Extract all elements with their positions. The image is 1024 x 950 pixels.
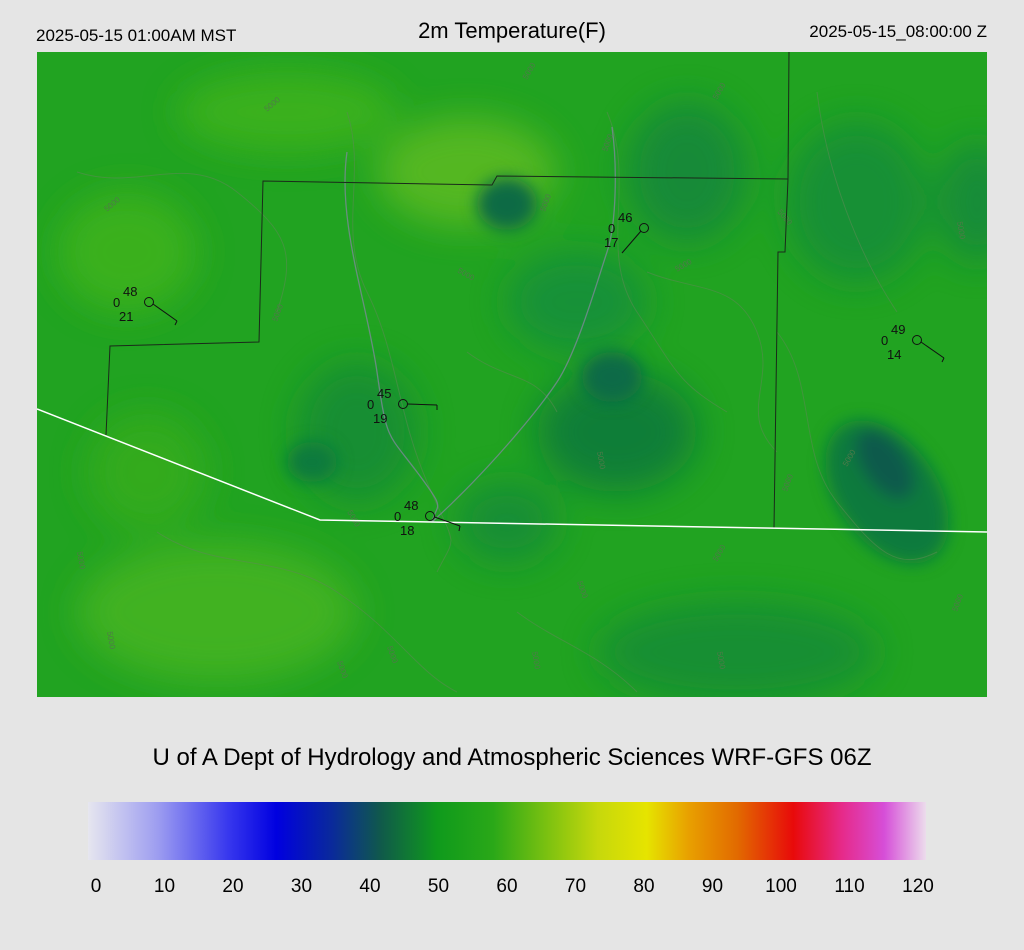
station-circle <box>144 297 154 307</box>
valid-time-local: 2025-05-15 01:00AM MST <box>36 26 237 45</box>
colorbar-tick-label: 80 <box>633 876 655 897</box>
station-plot: 45 0 19 <box>367 386 438 426</box>
station-temp: 48 <box>123 284 137 299</box>
station-dewpoint: 21 <box>119 309 133 324</box>
station-temp: 49 <box>891 322 905 337</box>
station-cloud: 0 <box>394 509 401 524</box>
station-plot: 49 0 14 <box>881 322 945 363</box>
colorbar-tick-label: 110 <box>834 876 865 897</box>
colorbar-tick-labels: 0 10 20 30 40 50 60 70 80 90 100 110 120 <box>0 876 1024 900</box>
station-dewpoint: 17 <box>604 235 618 250</box>
international-border <box>37 408 987 533</box>
wind-barb <box>920 341 945 359</box>
temperature-map: 5000 5000 5000 5000 5000 5000 5000 5000 … <box>37 52 987 697</box>
station-circle <box>639 223 649 233</box>
svg-text:5000: 5000 <box>595 451 607 471</box>
station-plots: 48 0 21 46 0 17 49 0 14 45 0 19 <box>113 210 945 538</box>
svg-text:5000: 5000 <box>955 221 967 241</box>
station-plot: 48 0 21 <box>113 284 178 326</box>
contour-labels: 5000 5000 5000 5000 5000 5000 5000 5000 … <box>75 61 967 680</box>
svg-text:5000: 5000 <box>715 651 727 671</box>
station-dewpoint: 18 <box>400 523 414 538</box>
svg-text:5000: 5000 <box>105 631 117 651</box>
colorbar-tick-label: 40 <box>359 876 381 897</box>
colorbar-tick-label: 20 <box>222 876 244 897</box>
river <box>344 126 616 523</box>
station-temp: 46 <box>618 210 632 225</box>
colorbar-tick-label: 30 <box>290 876 313 897</box>
temperature-colorbar <box>88 802 926 860</box>
station-dewpoint: 19 <box>373 411 387 426</box>
temperature-shading <box>57 72 987 697</box>
colorbar-tick-label: 0 <box>90 876 102 897</box>
colorbar-tick-label: 100 <box>765 876 797 897</box>
map-title: 2m Temperature(F) <box>418 18 606 43</box>
valid-time-utc: 2025-05-15_08:00:00 Z <box>809 22 987 41</box>
colorbar-gradient <box>88 802 926 860</box>
colorbar-tick-label: 90 <box>701 876 724 897</box>
wind-barb <box>621 230 642 254</box>
colorbar-tick-label: 120 <box>902 876 934 897</box>
svg-text:5000: 5000 <box>75 551 87 571</box>
wind-barb <box>407 403 438 406</box>
station-circle <box>425 511 435 521</box>
colorbar-tick-label: 60 <box>496 876 518 897</box>
station-cloud: 0 <box>881 333 888 348</box>
credit-line: U of A Dept of Hydrology and Atmospheric… <box>152 744 872 771</box>
svg-text:5000: 5000 <box>530 651 542 671</box>
colorbar-tick-label: 10 <box>153 876 176 897</box>
station-plot: 46 0 17 <box>604 210 649 254</box>
station-cloud: 0 <box>113 295 120 310</box>
colorbar-tick-label: 70 <box>564 876 587 897</box>
wind-barb <box>434 516 461 527</box>
station-temp: 45 <box>377 386 391 401</box>
station-cloud: 0 <box>608 221 615 236</box>
station-cloud: 0 <box>367 397 374 412</box>
station-plot: 48 0 18 <box>394 498 461 538</box>
station-circle <box>912 335 922 345</box>
county-boundaries <box>105 52 790 529</box>
station-temp: 48 <box>404 498 418 513</box>
colorbar-tick-label: 50 <box>427 876 450 897</box>
wind-barb <box>152 303 178 322</box>
terrain-contours <box>76 91 938 693</box>
station-dewpoint: 14 <box>887 347 901 362</box>
